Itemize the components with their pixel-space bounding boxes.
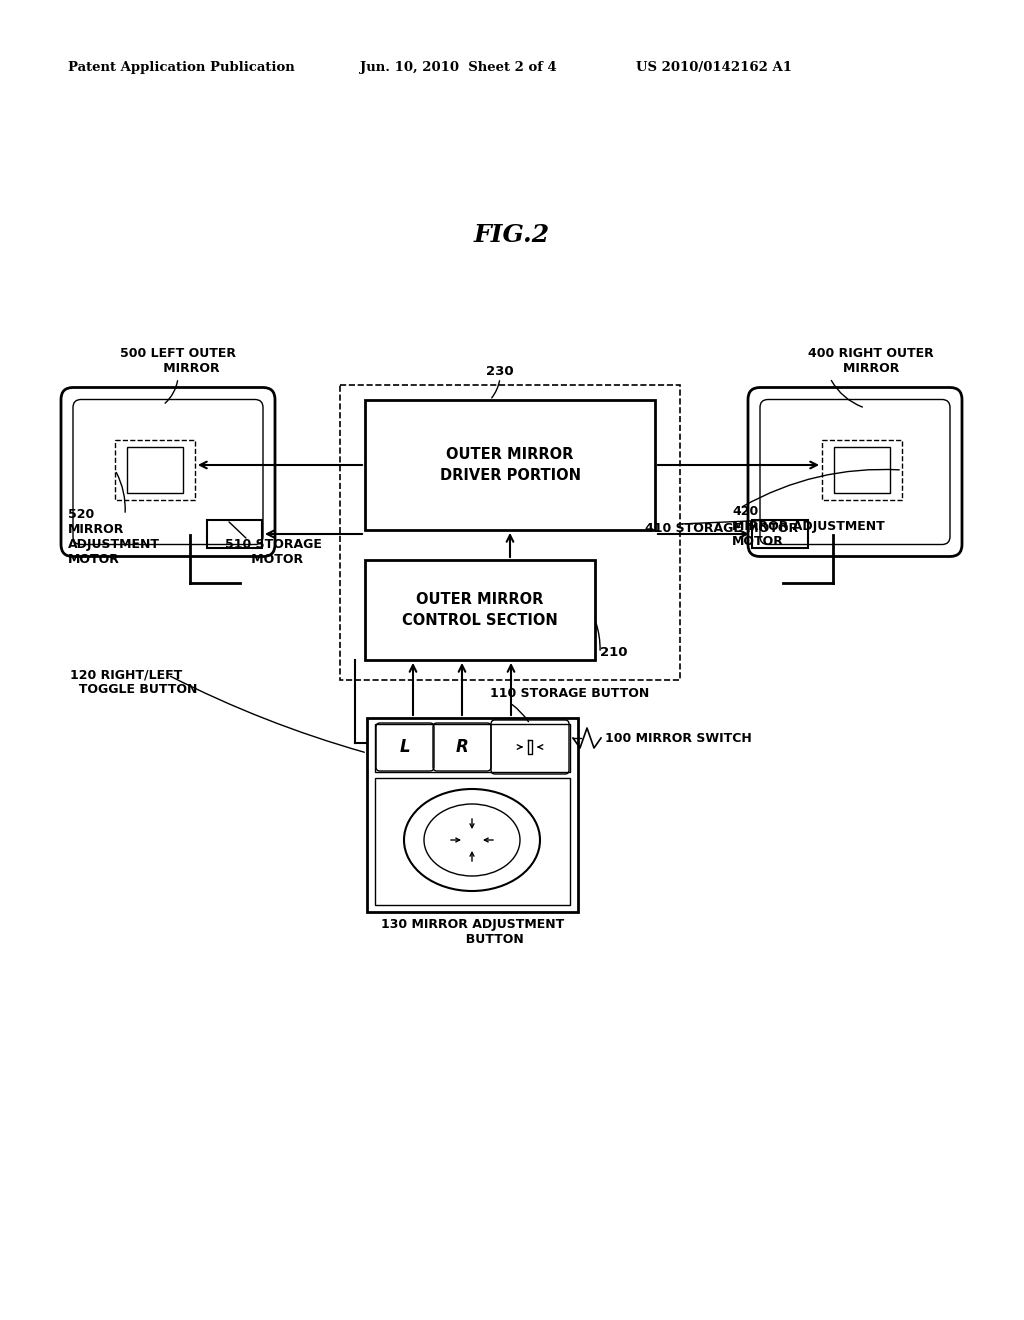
Text: 510 STORAGE
      MOTOR: 510 STORAGE MOTOR <box>225 539 322 566</box>
Text: 500 LEFT OUTER
      MIRROR: 500 LEFT OUTER MIRROR <box>120 347 236 375</box>
Text: 400 RIGHT OUTER
        MIRROR: 400 RIGHT OUTER MIRROR <box>808 347 934 375</box>
Text: 410 STORAGE MOTOR: 410 STORAGE MOTOR <box>645 521 798 535</box>
Text: 100 MIRROR SWITCH: 100 MIRROR SWITCH <box>605 731 752 744</box>
Text: 120 RIGHT/LEFT
  TOGGLE BUTTON: 120 RIGHT/LEFT TOGGLE BUTTON <box>70 668 198 696</box>
Text: 230: 230 <box>486 366 514 378</box>
Text: Patent Application Publication: Patent Application Publication <box>68 62 295 74</box>
Text: US 2010/0142162 A1: US 2010/0142162 A1 <box>636 62 792 74</box>
Text: OUTER MIRROR
CONTROL SECTION: OUTER MIRROR CONTROL SECTION <box>402 591 558 628</box>
Text: Jun. 10, 2010  Sheet 2 of 4: Jun. 10, 2010 Sheet 2 of 4 <box>360 62 557 74</box>
Text: 130 MIRROR ADJUSTMENT
          BUTTON: 130 MIRROR ADJUSTMENT BUTTON <box>381 917 564 946</box>
Text: 520
MIRROR
ADJUSTMENT
MOTOR: 520 MIRROR ADJUSTMENT MOTOR <box>68 508 160 566</box>
Text: FIG.2: FIG.2 <box>474 223 550 247</box>
Text: OUTER MIRROR
DRIVER PORTION: OUTER MIRROR DRIVER PORTION <box>439 447 581 483</box>
Text: L: L <box>399 738 411 756</box>
Text: R: R <box>456 738 468 756</box>
Text: 420
MIRROR ADJUSTMENT
MOTOR: 420 MIRROR ADJUSTMENT MOTOR <box>732 506 885 548</box>
Text: 110 STORAGE BUTTON: 110 STORAGE BUTTON <box>490 686 649 700</box>
Text: 210: 210 <box>600 647 628 660</box>
